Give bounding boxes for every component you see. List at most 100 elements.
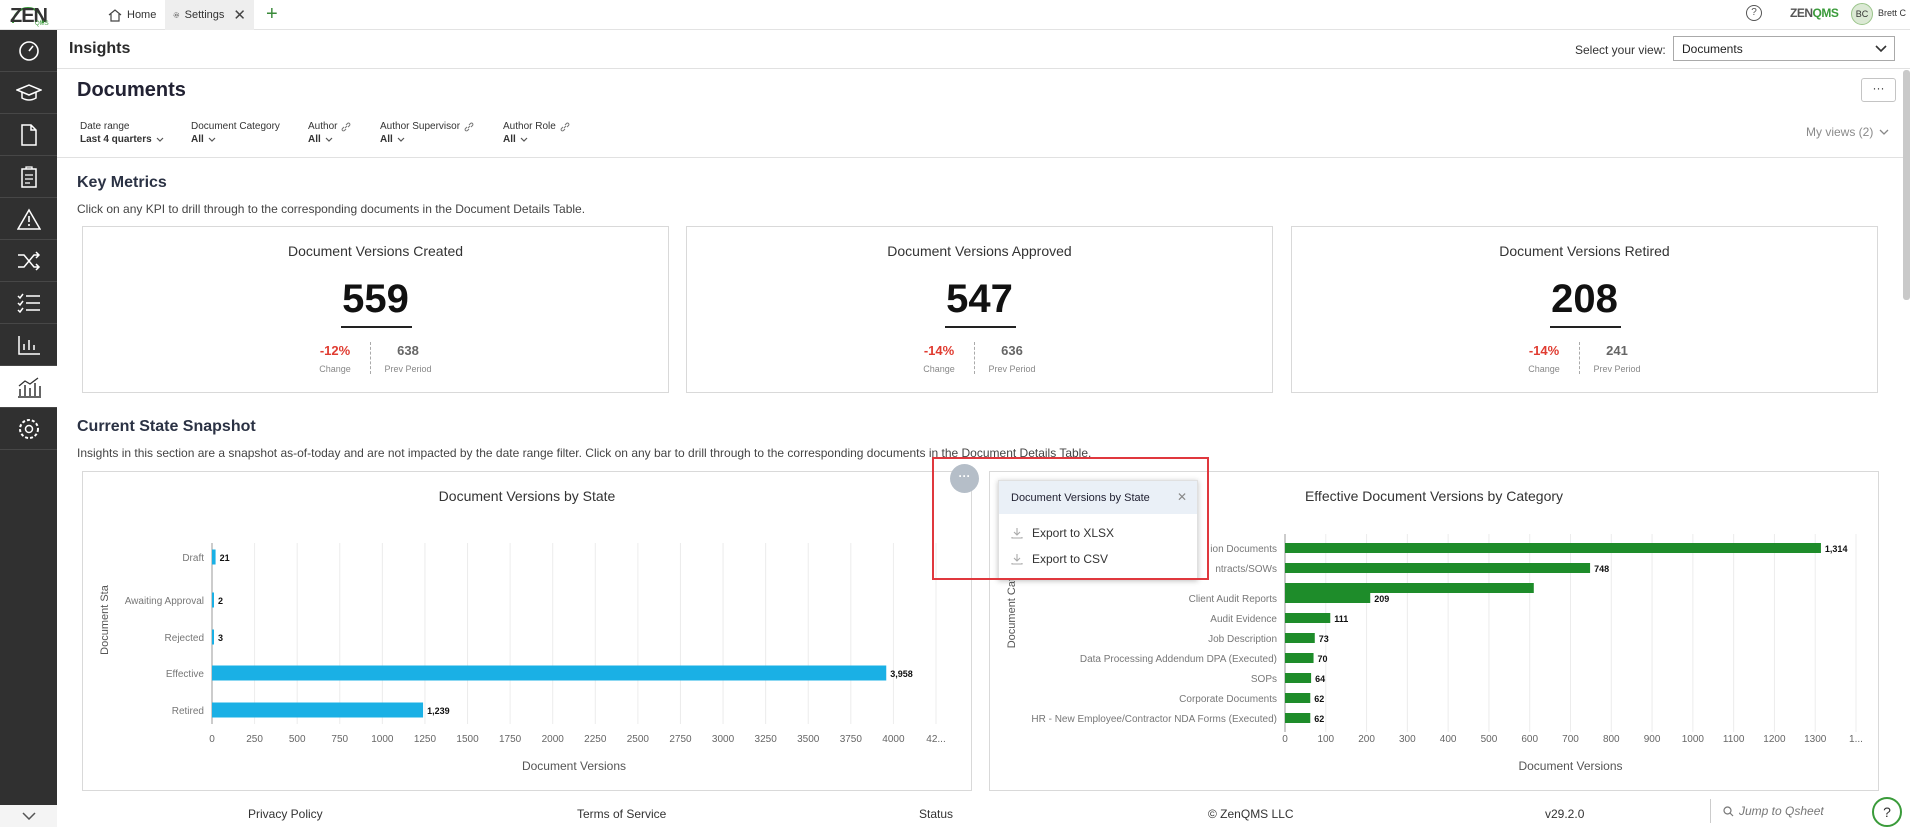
x-tick-label: 3250	[755, 734, 778, 745]
filter-value: All	[191, 134, 204, 145]
scrollbar[interactable]	[1903, 70, 1910, 300]
bar[interactable]	[1285, 613, 1331, 623]
kpi-underline	[341, 326, 412, 328]
bar-value-label: 3	[218, 633, 223, 643]
link-icon	[560, 122, 570, 131]
kpi-underline	[945, 326, 1016, 328]
kpi-value[interactable]: 208	[1551, 277, 1618, 321]
kpi-card-created[interactable]: Document Versions Created 559 -12% Change…	[82, 226, 669, 393]
sidebar-item-dashboard[interactable]	[0, 30, 57, 72]
tab-settings[interactable]: Settings ✕	[165, 0, 254, 30]
x-tick-label: 600	[1521, 734, 1538, 745]
divider	[57, 68, 1910, 69]
kpi-card-approved[interactable]: Document Versions Approved 547 -14% Chang…	[686, 226, 1273, 393]
export-csv-item[interactable]: Export to CSV	[999, 546, 1197, 572]
filter-label: Date range	[80, 121, 130, 132]
filter-value: All	[380, 134, 393, 145]
key-metrics-title: Key Metrics	[77, 174, 167, 191]
search-icon	[1723, 805, 1734, 816]
download-icon	[1011, 554, 1023, 565]
kpi-separator	[974, 342, 975, 374]
x-tick-label: 1...	[1849, 734, 1863, 745]
bar[interactable]	[212, 629, 214, 645]
sidebar-item-issues[interactable]	[0, 198, 57, 240]
link-icon	[464, 122, 474, 131]
x-tick-label: 200	[1358, 734, 1375, 745]
bar-value-label: 209	[1374, 594, 1389, 604]
tab-home[interactable]: Home	[100, 0, 164, 30]
bar[interactable]	[212, 702, 424, 718]
tab-close-icon[interactable]: ✕	[233, 7, 246, 24]
bar-value-label: 62	[1314, 714, 1324, 724]
bar[interactable]	[212, 549, 216, 565]
add-tab-button[interactable]: +	[266, 3, 278, 25]
tab-settings-label: Settings	[184, 9, 225, 21]
chevron-down-icon	[21, 812, 36, 820]
jump-to-qsheet-input[interactable]: Jump to Qsheet	[1710, 799, 1860, 823]
export-xlsx-item[interactable]: Export to XLSX	[999, 520, 1197, 546]
x-tick-label: 750	[331, 734, 348, 745]
my-views-dropdown[interactable]: My views (2)	[1806, 125, 1889, 139]
bar-value-label: 1,239	[427, 706, 450, 716]
view-select[interactable]: Documents	[1673, 36, 1895, 61]
chart-state-svg: 0 250 500 750 1000 1250 1500 1750 2000 2250 2500 27…	[99, 543, 946, 773]
clipboard-icon	[20, 165, 37, 188]
kpi-card-retired[interactable]: Document Versions Retired 208 -14% Change…	[1291, 226, 1878, 393]
status-link[interactable]: Status	[919, 807, 954, 821]
privacy-policy-link[interactable]: Privacy Policy	[248, 807, 323, 821]
help-button[interactable]: ?	[1872, 797, 1902, 827]
sidebar-item-documents[interactable]	[0, 114, 57, 156]
bar[interactable]	[212, 592, 214, 608]
y-category-label: HR - New Employee/Contractor NDA Forms (…	[1031, 714, 1277, 725]
bar[interactable]	[1285, 583, 1534, 593]
bar[interactable]	[1285, 693, 1311, 703]
kpi-value[interactable]: 547	[946, 277, 1013, 321]
sidebar-item-changes[interactable]	[0, 240, 57, 282]
brand-zen: ZEN	[1790, 6, 1813, 20]
x-tick-label: 4000	[882, 734, 905, 745]
avatar[interactable]: BC	[1851, 3, 1873, 25]
kpi-change: -14%	[923, 343, 955, 358]
chart-menu-button[interactable]: ···	[950, 464, 979, 493]
terms-link[interactable]: Terms of Service	[577, 807, 667, 821]
y-category-label: Effective	[166, 669, 205, 680]
bar[interactable]	[1285, 563, 1591, 573]
sidebar-item-insights[interactable]	[0, 366, 57, 408]
bar[interactable]	[1285, 653, 1314, 663]
help-icon[interactable]: ?	[1746, 5, 1762, 21]
bar[interactable]	[1285, 543, 1821, 553]
checklist-icon	[16, 293, 40, 313]
sidebar-collapse[interactable]	[0, 805, 57, 827]
zenqms-logo[interactable]: ZEN QMS	[0, 0, 57, 30]
x-tick-label: 1100	[1723, 734, 1745, 745]
close-icon[interactable]: ✕	[1176, 490, 1187, 504]
sidebar-item-checklists[interactable]	[0, 282, 57, 324]
more-options-button[interactable]: ···	[1861, 78, 1896, 102]
bar-value-label: 62	[1314, 694, 1324, 704]
kpi-value[interactable]: 559	[342, 277, 409, 321]
kpi-prev-label: Prev Period	[384, 364, 432, 374]
bar[interactable]	[1285, 673, 1312, 683]
x-tick-label: 0	[1282, 734, 1288, 745]
y-category-label: ntracts/SOWs	[1215, 564, 1277, 575]
version: v29.2.0	[1545, 807, 1585, 821]
analytics-icon	[17, 376, 41, 398]
y-category-label: Client Audit Reports	[1189, 594, 1277, 605]
sidebar-item-training[interactable]	[0, 72, 57, 114]
filter-author[interactable]: Author All	[308, 121, 351, 145]
filter-author-role[interactable]: Author Role All	[503, 121, 570, 145]
bar[interactable]	[212, 665, 887, 681]
user-name[interactable]: Brett C	[1878, 8, 1907, 18]
filter-date-range[interactable]: Date range Last 4 quarters	[80, 121, 164, 145]
bar[interactable]	[1285, 633, 1315, 643]
bar[interactable]	[1285, 713, 1311, 723]
bar[interactable]	[1285, 593, 1371, 603]
filter-author-supervisor[interactable]: Author Supervisor All	[380, 121, 474, 145]
sidebar-item-settings[interactable]	[0, 408, 57, 450]
sidebar-item-tasks[interactable]	[0, 156, 57, 198]
my-views-label: My views (2)	[1806, 125, 1874, 139]
sidebar-item-reports[interactable]	[0, 324, 57, 366]
bar-value-label: 64	[1315, 674, 1325, 684]
filter-document-category[interactable]: Document Category All	[191, 121, 280, 145]
y-axis-label: Document Categ	[1006, 566, 1018, 649]
